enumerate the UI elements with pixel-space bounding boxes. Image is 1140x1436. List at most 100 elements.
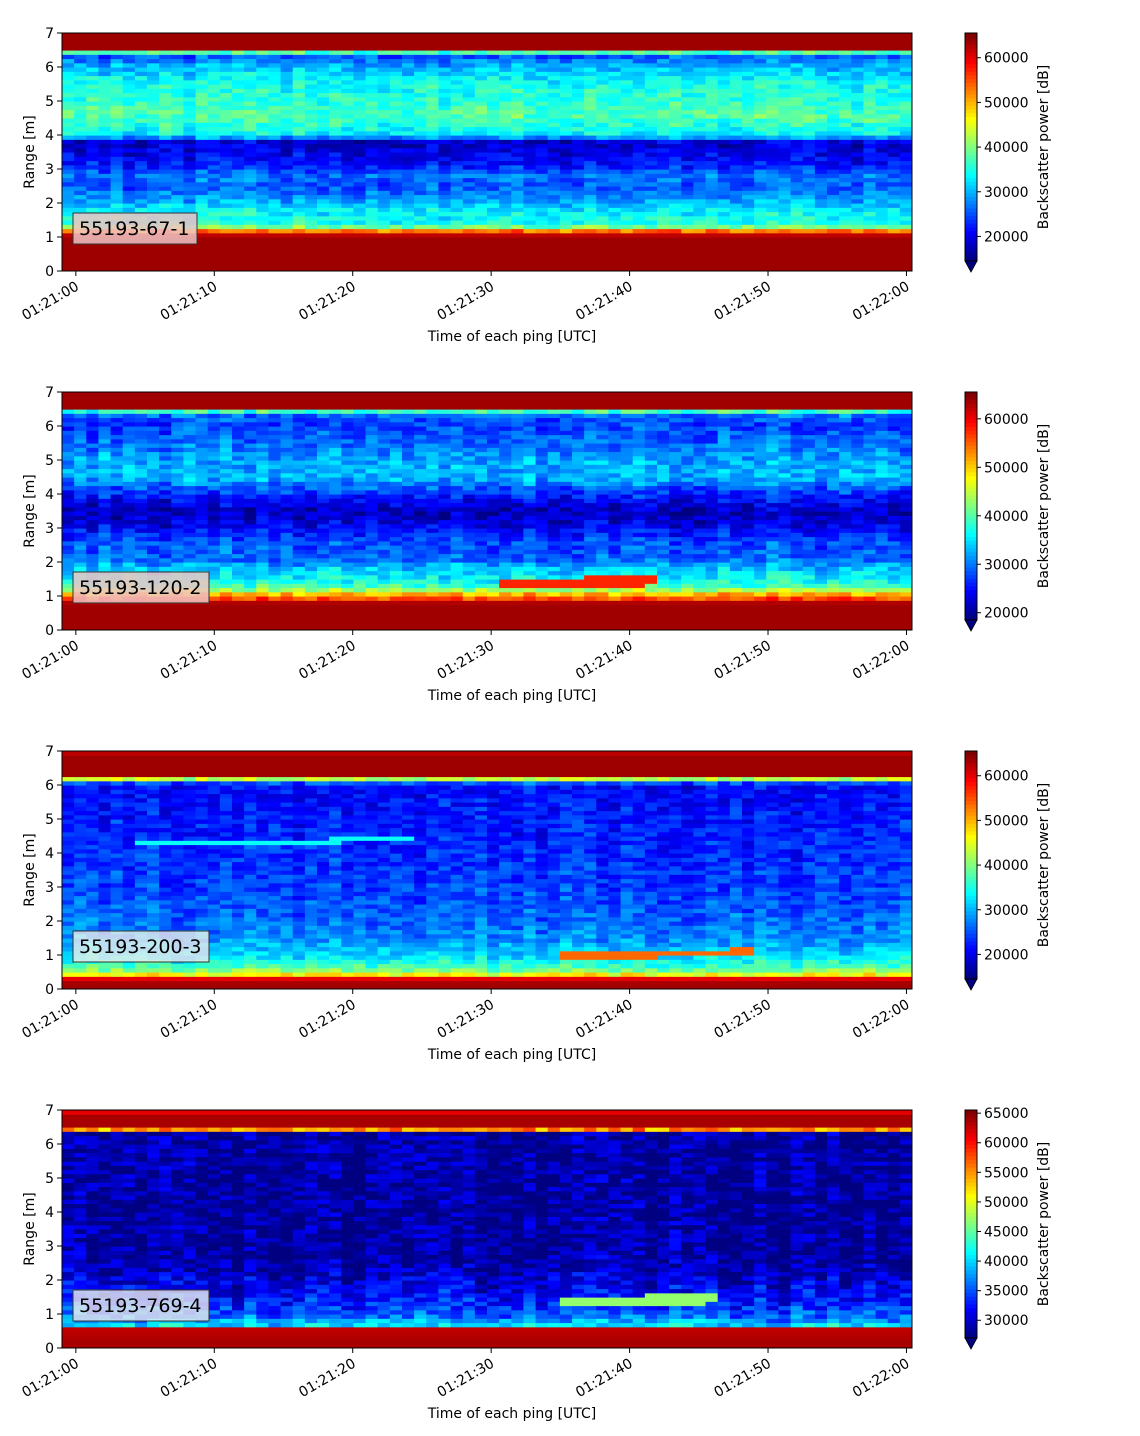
heatmap-cell xyxy=(863,96,877,102)
heatmap-cell xyxy=(657,160,670,166)
heatmap-cell xyxy=(74,532,87,538)
heatmap-cell xyxy=(207,54,221,60)
heatmap-cell xyxy=(207,498,221,504)
heatmap-cell xyxy=(256,79,270,85)
heatmap-cell xyxy=(195,139,209,145)
heatmap-cell xyxy=(887,237,901,242)
heatmap-cell xyxy=(195,604,209,610)
heatmap-cell xyxy=(584,177,597,183)
heatmap-cell xyxy=(535,211,549,217)
heatmap-cell xyxy=(207,84,221,89)
heatmap-cell xyxy=(110,186,124,191)
heatmap-cell xyxy=(474,126,488,132)
heatmap-cell xyxy=(596,50,610,55)
heatmap-cell xyxy=(729,50,743,55)
heatmap-cell xyxy=(195,400,209,406)
heatmap-cell xyxy=(438,79,452,85)
heatmap-cell xyxy=(657,84,670,89)
heatmap-cell xyxy=(426,254,440,259)
heatmap-cell xyxy=(268,190,282,196)
heatmap-cell xyxy=(814,75,828,81)
heatmap-cell xyxy=(110,156,124,162)
heatmap-cell xyxy=(62,617,75,623)
heatmap-cell xyxy=(110,33,124,38)
heatmap-cell xyxy=(171,523,185,529)
heatmap-cell xyxy=(292,237,306,242)
heatmap-cell xyxy=(899,249,912,255)
heatmap-cell xyxy=(159,41,172,47)
heatmap-cell xyxy=(207,62,221,68)
heatmap-cell xyxy=(256,220,270,225)
heatmap-cell xyxy=(353,79,367,85)
heatmap-cell xyxy=(147,109,160,115)
heatmap-cell xyxy=(195,549,209,555)
heatmap-cell xyxy=(268,211,282,217)
heatmap-cell xyxy=(207,409,221,414)
heatmap-cell xyxy=(207,262,221,268)
heatmap-cell xyxy=(159,37,172,43)
heatmap-cell xyxy=(62,430,75,436)
heatmap-cell xyxy=(827,245,840,251)
heatmap-cell xyxy=(608,249,622,255)
heatmap-cell xyxy=(62,139,75,145)
colorbar-step xyxy=(965,112,977,118)
heatmap-cell xyxy=(681,84,695,89)
colorbar-step xyxy=(965,211,977,216)
heatmap-cell xyxy=(86,33,100,38)
heatmap-cell xyxy=(438,245,452,251)
heatmap-cell xyxy=(232,152,245,157)
heatmap-cell xyxy=(511,181,525,187)
heatmap-cell xyxy=(268,105,282,111)
heatmap-cell xyxy=(268,169,282,174)
heatmap-cell xyxy=(98,130,112,136)
heatmap-cell xyxy=(814,71,828,77)
heatmap-cell xyxy=(304,105,318,111)
heatmap-cell xyxy=(462,41,476,47)
heatmap-cell xyxy=(754,135,767,140)
heatmap-cell xyxy=(681,130,695,136)
heatmap-cell xyxy=(195,617,209,623)
heatmap-cell xyxy=(511,139,525,145)
axes-frame xyxy=(61,32,913,272)
heatmap-cell xyxy=(377,173,391,179)
heatmap-cell xyxy=(511,164,525,170)
heatmap-cell xyxy=(389,237,403,242)
heatmap-cell xyxy=(559,135,573,140)
heatmap-cell xyxy=(147,464,160,470)
colorbar-step xyxy=(965,40,977,45)
heatmap-cell xyxy=(742,135,755,140)
heatmap-cell xyxy=(207,33,221,38)
heatmap-cell xyxy=(875,130,889,136)
heatmap-cell xyxy=(814,194,828,200)
heatmap-cell xyxy=(389,96,403,102)
heatmap-cell xyxy=(171,33,185,38)
heatmap-cell xyxy=(317,88,330,94)
heatmap-cell xyxy=(74,262,87,268)
heatmap-cell xyxy=(195,557,209,563)
heatmap-cell xyxy=(195,481,209,487)
heatmap-cell xyxy=(474,143,488,149)
heatmap-cell xyxy=(219,485,233,491)
heatmap-cell xyxy=(754,105,767,111)
heatmap-cell xyxy=(232,591,245,597)
heatmap-cell xyxy=(110,207,124,213)
heatmap-cell xyxy=(353,194,367,200)
heatmap-cell xyxy=(499,194,512,200)
heatmap-cell xyxy=(875,88,889,94)
heatmap-cell xyxy=(232,587,245,593)
heatmap-cell xyxy=(62,58,75,64)
heatmap-cell xyxy=(596,258,610,264)
heatmap-cell xyxy=(729,228,743,234)
heatmap-cell xyxy=(195,173,209,179)
heatmap-cell xyxy=(742,58,755,64)
heatmap-cell xyxy=(244,88,257,94)
heatmap-cell xyxy=(268,245,282,251)
heatmap-cell xyxy=(754,224,767,230)
heatmap-cell xyxy=(110,126,124,132)
heatmap-cell xyxy=(705,33,719,38)
heatmap-cell xyxy=(195,485,209,491)
heatmap-cell xyxy=(887,88,901,94)
heatmap-cell xyxy=(304,118,318,123)
heatmap-cell xyxy=(426,177,440,183)
heatmap-cell xyxy=(523,113,537,119)
